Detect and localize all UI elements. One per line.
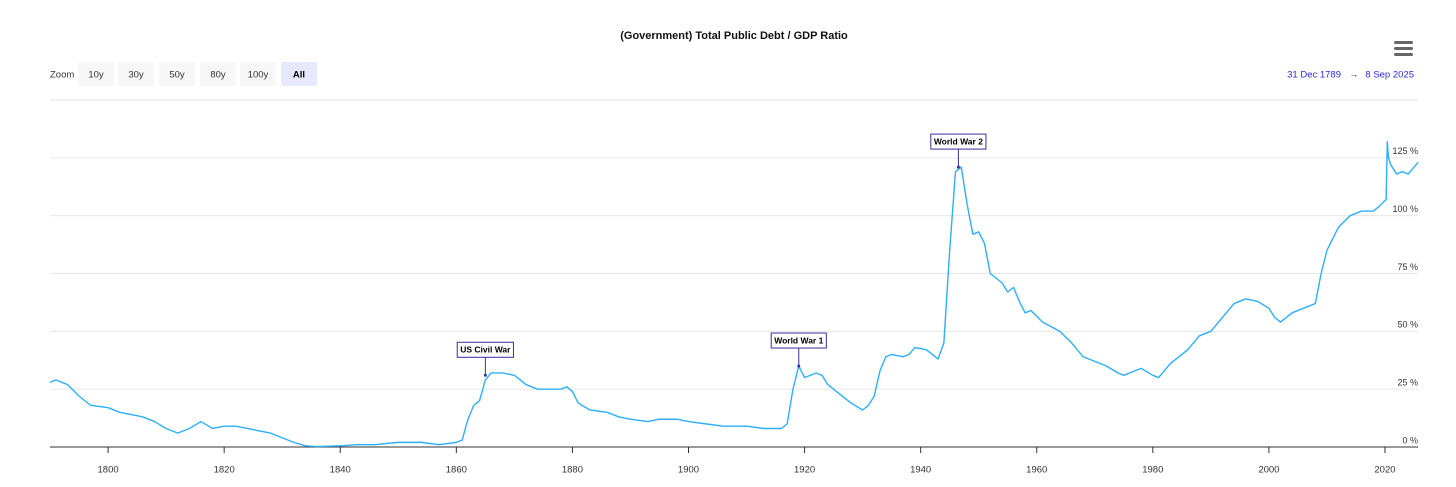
- annotation-point: [797, 364, 801, 368]
- annotation-box: [456, 341, 514, 358]
- y-tick-label: 25 %: [1397, 378, 1418, 388]
- annotation-label: World War 2: [934, 136, 983, 146]
- button-label: 80y: [210, 70, 226, 81]
- x-tick-label: 1980: [1142, 465, 1163, 476]
- menu-bar: [1394, 47, 1413, 50]
- y-tick-label: 75 %: [1397, 262, 1418, 272]
- x-tick-label: 1920: [794, 465, 815, 476]
- menu-button[interactable]: [1394, 41, 1413, 56]
- zoom-button[interactable]: All: [281, 62, 317, 86]
- x-tick-label: 2020: [1374, 465, 1395, 476]
- y-tick-label: 0 %: [1402, 435, 1418, 445]
- x-tick-label: 1940: [910, 465, 931, 476]
- annotation-label: World War 1: [774, 335, 823, 345]
- y-tick-label: 100 %: [1392, 204, 1418, 214]
- button-bg: [159, 62, 195, 86]
- button-label: All: [293, 70, 305, 81]
- zoom-button[interactable]: 10y: [78, 62, 114, 86]
- x-tick-label: 2000: [1258, 465, 1279, 476]
- x-tick-label: 1820: [214, 465, 235, 476]
- chart-title: (Government) Total Public Debt / GDP Rat…: [620, 30, 848, 42]
- data-line: [49, 140, 1419, 448]
- annotation-label: US Civil War: [460, 345, 511, 355]
- x-tick-label: 1860: [446, 465, 467, 476]
- button-label: 50y: [169, 70, 185, 81]
- date-arrow: →: [1349, 70, 1359, 81]
- x-tick-label: 1840: [330, 465, 351, 476]
- x-tick-label: 1800: [98, 465, 119, 476]
- button-label: 10y: [88, 70, 104, 81]
- y-tick-label: 50 %: [1397, 320, 1418, 330]
- annotation: World War 1: [770, 332, 827, 368]
- annotation-point: [956, 165, 960, 169]
- zoom-label: Zoom: [50, 70, 74, 81]
- button-bg: [240, 62, 276, 86]
- annotation-point: [483, 373, 487, 377]
- menu-bar: [1394, 53, 1413, 56]
- zoom-button[interactable]: 50y: [159, 62, 195, 86]
- menu-bar: [1394, 41, 1413, 44]
- zoom-button[interactable]: 80y: [200, 62, 236, 86]
- annotation-box: [930, 133, 987, 150]
- date-to[interactable]: 8 Sep 2025: [1365, 70, 1414, 81]
- button-label: 100y: [248, 70, 269, 81]
- x-tick-label: 1880: [562, 465, 583, 476]
- x-tick-label: 1900: [678, 465, 699, 476]
- zoom-button[interactable]: 30y: [118, 62, 154, 86]
- button-bg: [281, 62, 317, 86]
- y-tick-label: 125 %: [1392, 146, 1418, 156]
- button-bg: [200, 62, 236, 86]
- annotation: World War 2: [930, 133, 987, 169]
- date-from[interactable]: 31 Dec 1789: [1287, 70, 1341, 81]
- annotation: US Civil War: [456, 341, 514, 377]
- button-bg: [118, 62, 154, 86]
- x-tick-label: 1960: [1026, 465, 1047, 476]
- zoom-button[interactable]: 100y: [240, 62, 276, 86]
- button-bg: [78, 62, 114, 86]
- button-label: 30y: [128, 70, 144, 81]
- annotation-box: [770, 332, 827, 349]
